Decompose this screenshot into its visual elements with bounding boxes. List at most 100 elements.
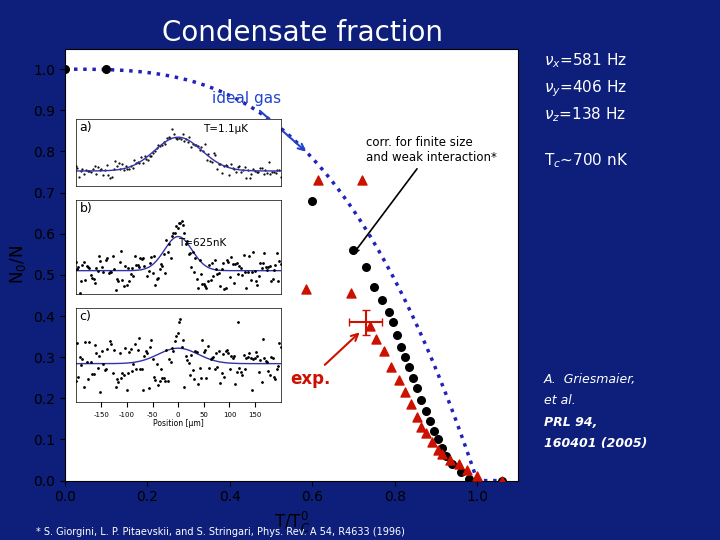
Point [187, 366, 199, 375]
Point [126, 367, 138, 375]
Point [441, 451, 452, 460]
Point [71, 265, 83, 273]
Point [102, 254, 113, 262]
Point [395, 342, 407, 351]
Point [249, 354, 261, 363]
Point [261, 357, 273, 366]
Point [266, 277, 277, 286]
Point [121, 386, 132, 394]
Point [136, 255, 148, 264]
Point [399, 353, 410, 361]
Text: ideal gas: ideal gas [212, 91, 305, 150]
Point [213, 347, 225, 355]
Point [129, 340, 140, 349]
Point [97, 268, 109, 276]
Point [300, 285, 312, 294]
Text: $\nu_x$=581 Hz: $\nu_x$=581 Hz [544, 51, 626, 70]
Point [150, 280, 161, 289]
Point [107, 252, 119, 260]
Point [210, 348, 222, 357]
Point [94, 256, 106, 265]
Point [144, 258, 156, 267]
Point [99, 366, 110, 374]
Point [109, 383, 121, 391]
Point [257, 335, 269, 343]
Point [243, 349, 255, 357]
Point [159, 376, 171, 385]
Point [153, 274, 164, 282]
Point [393, 375, 405, 384]
Point [195, 374, 207, 382]
Text: Condensate fraction: Condensate fraction [162, 19, 443, 47]
Point [96, 262, 107, 271]
Point [199, 282, 211, 291]
Point [206, 258, 217, 267]
Text: c): c) [80, 309, 91, 323]
Point [235, 367, 247, 376]
Point [84, 264, 95, 272]
Point [204, 275, 216, 284]
Point [253, 272, 264, 280]
Point [209, 256, 220, 265]
Text: 160401 (2005): 160401 (2005) [544, 437, 647, 450]
Point [234, 262, 246, 271]
Point [136, 364, 148, 373]
Point [130, 260, 142, 269]
Point [162, 376, 174, 385]
Point [77, 355, 89, 364]
Point [201, 284, 212, 292]
Point [100, 365, 112, 374]
Point [85, 271, 96, 280]
Point [138, 386, 149, 394]
Point [154, 265, 166, 273]
Point [274, 339, 285, 347]
Point [171, 221, 182, 230]
Point [267, 275, 279, 284]
Point [266, 353, 277, 361]
Point [165, 254, 176, 262]
Point [348, 246, 359, 254]
Point [461, 466, 472, 475]
Point [168, 228, 179, 237]
Point [202, 342, 214, 350]
Text: a): a) [80, 121, 92, 134]
Point [94, 388, 106, 396]
Point [192, 284, 204, 293]
Text: A.  Griesmaier,: A. Griesmaier, [544, 373, 636, 386]
Point [269, 375, 281, 383]
Point [73, 263, 84, 272]
Point [133, 262, 145, 271]
Point [268, 373, 279, 381]
Point [74, 288, 86, 297]
Point [264, 371, 276, 380]
Point [221, 345, 233, 354]
Point [112, 377, 124, 386]
Point [186, 351, 197, 360]
Point [212, 270, 223, 279]
Point [240, 284, 252, 292]
Text: $\nu_y$=406 Hz: $\nu_y$=406 Hz [544, 78, 626, 99]
Point [432, 446, 444, 454]
Point [230, 260, 241, 268]
Point [415, 396, 427, 404]
Point [188, 375, 199, 384]
Point [217, 259, 229, 267]
Point [84, 338, 95, 346]
Point [496, 476, 508, 485]
Point [109, 286, 121, 294]
Point [432, 435, 444, 444]
Point [81, 357, 92, 366]
Point [242, 352, 253, 361]
Point [96, 347, 107, 355]
Point [405, 400, 417, 409]
Point [221, 256, 233, 265]
Point [387, 318, 398, 327]
Point [139, 352, 150, 360]
Point [415, 423, 427, 431]
Point [268, 266, 279, 275]
Point [199, 346, 211, 354]
Point [183, 250, 194, 259]
Point [346, 289, 357, 298]
Point [220, 284, 231, 293]
Text: corr. for finite size
and weak interaction*: corr. for finite size and weak interacti… [354, 136, 497, 253]
